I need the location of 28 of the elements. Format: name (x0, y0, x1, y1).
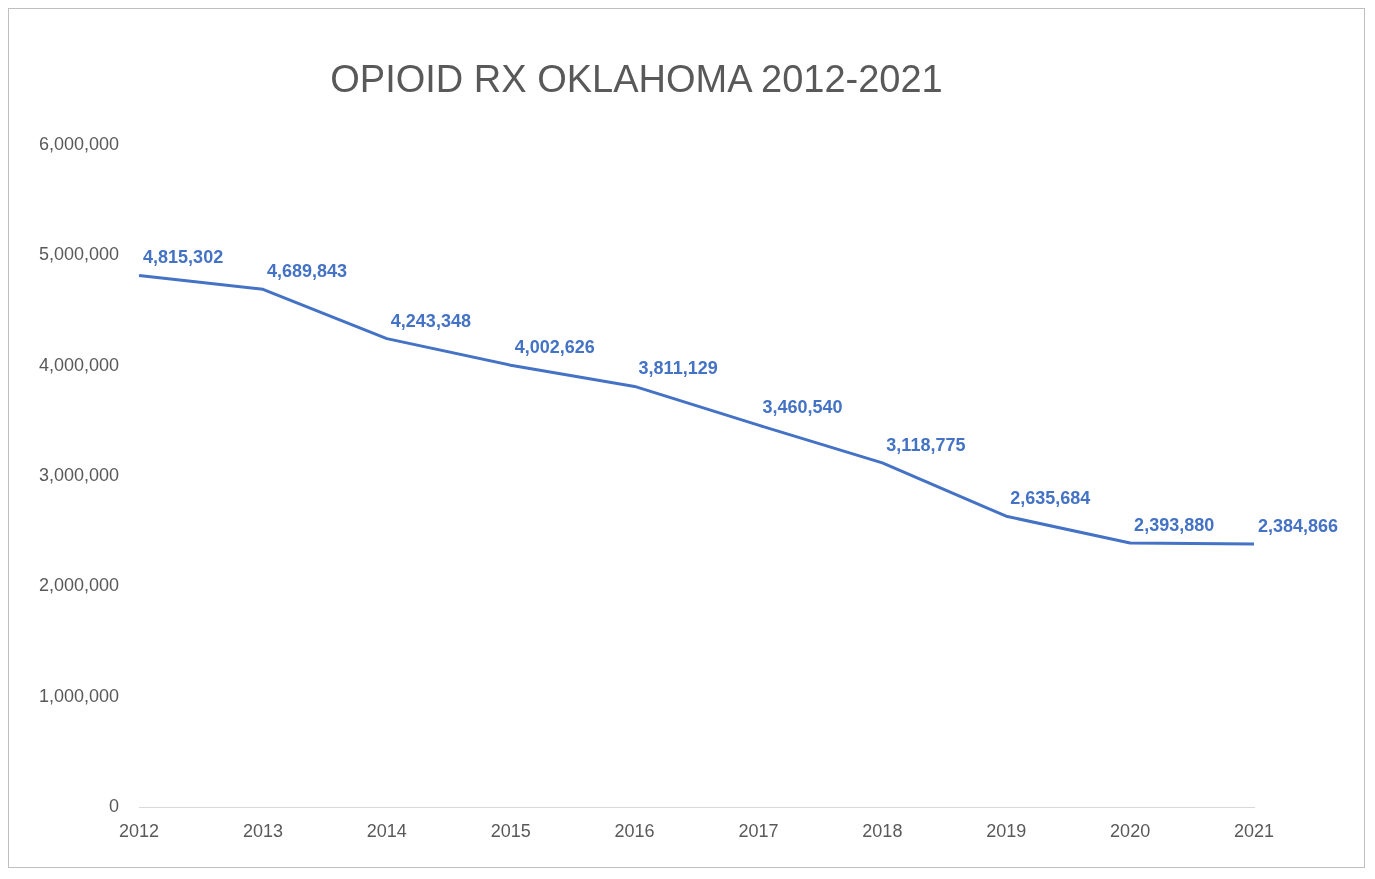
data-label: 3,811,129 (638, 358, 718, 379)
x-tick-label: 2020 (1110, 821, 1151, 842)
data-label: 4,815,302 (143, 247, 224, 268)
y-tick-label: 6,000,000 (39, 133, 120, 154)
y-tick-label: 5,000,000 (39, 244, 120, 265)
data-label: 2,384,866 (1258, 515, 1339, 536)
data-label: 4,243,348 (390, 310, 471, 331)
y-tick-label: 2,000,000 (39, 575, 120, 596)
x-tick-label: 2019 (986, 821, 1027, 842)
data-label: 4,689,843 (266, 261, 348, 282)
data-label: 3,460,540 (762, 397, 843, 418)
x-tick-label: 2013 (242, 821, 283, 842)
data-label: 2,635,684 (1010, 488, 1091, 509)
x-tick-label: 2018 (862, 821, 903, 842)
y-tick-label: 1,000,000 (39, 685, 120, 706)
y-tick-label: 0 (109, 796, 120, 817)
data-label: 2,393,880 (1134, 514, 1215, 535)
data-label: 3,118,775 (886, 434, 966, 455)
x-tick-label: 2016 (614, 821, 655, 842)
x-tick-label: 2015 (490, 821, 531, 842)
x-tick-label: 2012 (119, 821, 160, 842)
y-tick-label: 3,000,000 (39, 464, 120, 485)
chart-title: OPIOID RX OKLAHOMA 2012-2021 (330, 58, 943, 101)
data-label: 4,002,626 (514, 337, 595, 358)
x-tick-label: 2014 (366, 821, 407, 842)
x-tick-label: 2021 (1233, 821, 1275, 842)
x-tick-label: 2017 (738, 821, 779, 842)
y-tick-label: 4,000,000 (39, 354, 120, 375)
